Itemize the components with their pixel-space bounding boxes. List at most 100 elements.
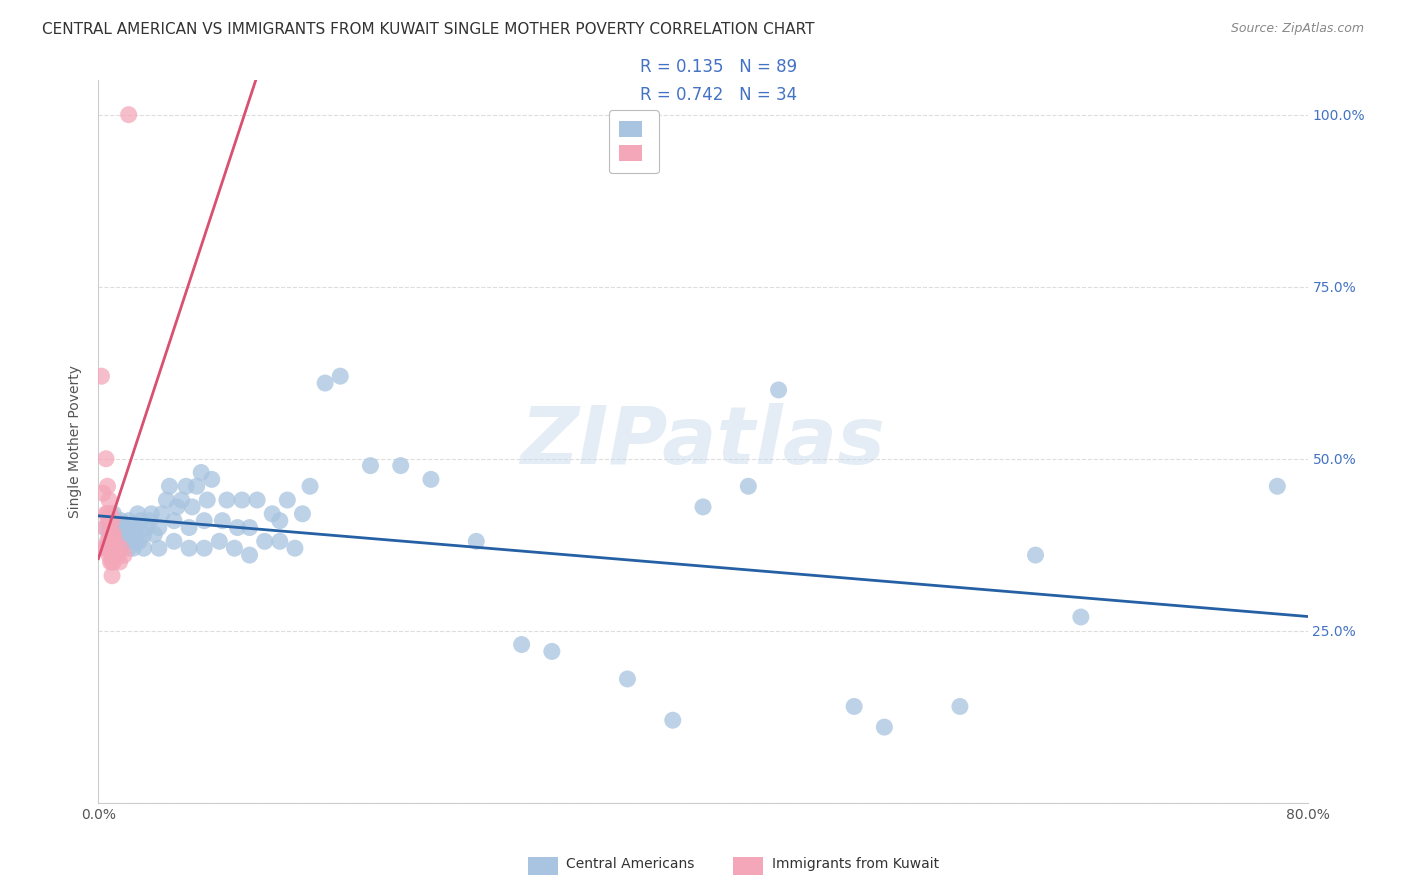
Point (93, 541, 115, 556)
Point (100, 541, 122, 556)
Point (98, 548, 121, 562)
Point (94, 520, 117, 534)
Point (93, 520, 115, 534)
Point (276, 493, 298, 508)
Point (96, 479, 118, 493)
Point (94, 507, 117, 521)
Point (155, 493, 177, 508)
Point (224, 541, 246, 556)
Point (98, 493, 121, 508)
Point (1070, 610, 1092, 624)
Point (103, 555, 125, 569)
Text: R = 0.742   N = 34: R = 0.742 N = 34 (640, 87, 797, 104)
Point (181, 500, 204, 514)
Point (107, 548, 129, 562)
Point (195, 493, 218, 508)
Point (121, 520, 143, 534)
Point (360, 458, 382, 473)
Point (1267, 479, 1289, 493)
Point (128, 534, 150, 549)
Point (179, 541, 201, 556)
Point (1024, 548, 1046, 562)
Point (101, 527, 124, 541)
Point (107, 520, 129, 534)
Point (118, 514, 141, 528)
Point (179, 520, 201, 534)
Point (174, 479, 197, 493)
Point (122, 541, 145, 556)
FancyBboxPatch shape (527, 857, 558, 875)
Point (540, 644, 562, 658)
Point (201, 472, 224, 486)
Point (110, 541, 132, 556)
Point (143, 527, 166, 541)
Point (873, 720, 896, 734)
Point (132, 541, 155, 556)
Point (110, 541, 132, 556)
Point (692, 500, 714, 514)
Point (193, 514, 215, 528)
Point (101, 555, 124, 569)
Point (105, 527, 128, 541)
Point (124, 527, 146, 541)
Point (98, 534, 121, 549)
Point (90, 369, 112, 384)
Y-axis label: Single Mother Poverty: Single Mother Poverty (69, 365, 83, 518)
Point (159, 479, 181, 493)
Point (100, 507, 122, 521)
Point (163, 514, 186, 528)
Point (135, 520, 157, 534)
Point (103, 527, 125, 541)
Point (148, 520, 170, 534)
Text: Central Americans: Central Americans (567, 857, 695, 871)
Point (163, 534, 186, 549)
Point (239, 520, 262, 534)
Point (284, 541, 307, 556)
Legend: , : , (609, 111, 658, 173)
Point (246, 493, 269, 508)
Point (166, 500, 188, 514)
Point (269, 534, 291, 549)
Point (215, 493, 238, 508)
Point (91, 486, 114, 500)
Point (190, 466, 212, 480)
Point (101, 514, 124, 528)
Point (110, 527, 132, 541)
Point (111, 534, 134, 549)
Point (239, 548, 262, 562)
Point (170, 493, 193, 508)
Point (737, 479, 759, 493)
Point (269, 514, 291, 528)
Point (101, 568, 124, 582)
Text: ZIPatlas: ZIPatlas (520, 402, 886, 481)
Point (389, 458, 412, 473)
Point (314, 376, 336, 390)
Point (112, 520, 135, 534)
Point (253, 534, 276, 549)
Point (94, 451, 117, 466)
Point (103, 541, 125, 556)
Text: CENTRAL AMERICAN VS IMMIGRANTS FROM KUWAIT SINGLE MOTHER POVERTY CORRELATION CHA: CENTRAL AMERICAN VS IMMIGRANTS FROM KUWA… (42, 22, 814, 37)
Point (103, 507, 125, 521)
Point (262, 507, 284, 521)
Point (118, 108, 141, 122)
Point (148, 541, 170, 556)
Point (100, 520, 122, 534)
Point (291, 507, 314, 521)
Text: Immigrants from Kuwait: Immigrants from Kuwait (772, 857, 939, 871)
Point (844, 699, 866, 714)
Point (115, 527, 138, 541)
Point (105, 541, 128, 556)
Point (139, 514, 162, 528)
Point (108, 555, 131, 569)
FancyBboxPatch shape (734, 857, 763, 875)
Point (299, 479, 322, 493)
Point (96, 507, 118, 521)
Point (108, 534, 131, 549)
Point (226, 520, 249, 534)
Point (661, 713, 683, 727)
Point (420, 472, 443, 486)
Point (211, 514, 233, 528)
Point (127, 507, 149, 521)
Point (129, 514, 152, 528)
